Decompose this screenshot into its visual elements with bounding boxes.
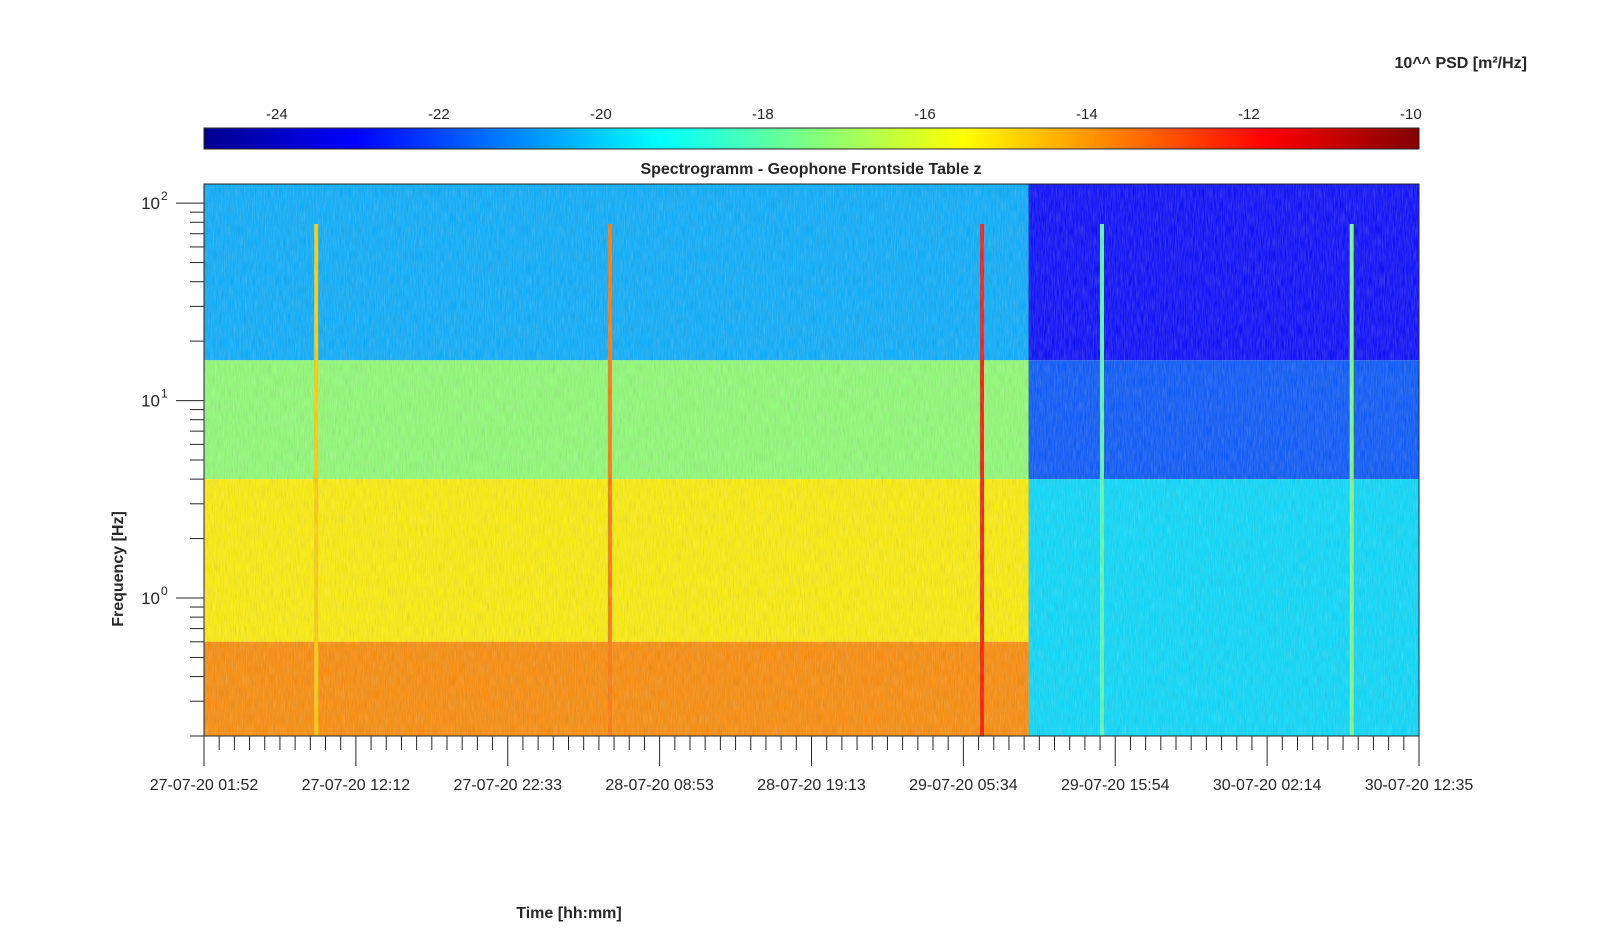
chart-title: Spectrogramm - Geophone Frontside Table … <box>640 161 981 178</box>
x-tick-label: 30-07-20 02:14 <box>1213 777 1322 794</box>
colorbar-ticks: -24 -22 -20 -18 -16 -14 -12 -10 <box>266 106 1422 133</box>
y-tick-label: 10 1 <box>141 387 168 411</box>
colorbar-tick-label: -12 <box>1238 106 1260 123</box>
y-tick-label: 10 2 <box>141 189 168 213</box>
colorbar-tick-label: -10 <box>1400 106 1422 123</box>
x-axis-label: Time [hh:mm] <box>516 905 621 922</box>
y-axis-label: Frequency [Hz] <box>110 511 127 627</box>
y-tick-exponent: 1 <box>161 387 168 401</box>
y-tick-exponent: 2 <box>161 189 168 203</box>
y-tick-label: 10 0 <box>141 584 168 608</box>
colorbar-tick-label: -16 <box>914 106 936 123</box>
colorbar-scale <box>203 127 1420 150</box>
plot-area <box>203 183 1420 737</box>
plot-noise-texture <box>204 184 1419 736</box>
y-tick-base: 10 <box>141 589 160 608</box>
colorbar-label: 10^^ PSD [m²/Hz] <box>1395 55 1527 72</box>
x-tick-label: 30-07-20 12:35 <box>1365 777 1474 794</box>
colorbar-tick-label: -22 <box>428 106 450 123</box>
colorbar-tick-label: -20 <box>590 106 612 123</box>
y-tick-base: 10 <box>141 392 160 411</box>
x-tick-label: 27-07-20 22:33 <box>453 777 562 794</box>
colorbar-tick-label: -14 <box>1076 106 1098 123</box>
y-tick-exponent: 0 <box>161 584 168 598</box>
x-tick-label: 29-07-20 15:54 <box>1061 777 1170 794</box>
x-tick-label: 27-07-20 01:52 <box>150 777 259 794</box>
colorbar-tick-label: -18 <box>752 106 774 123</box>
y-tick-base: 10 <box>141 194 160 213</box>
x-tick-label: 28-07-20 08:53 <box>605 777 714 794</box>
colorbar-tick-label: -24 <box>266 106 288 123</box>
x-tick-label: 28-07-20 19:13 <box>757 777 866 794</box>
x-tick-label: 27-07-20 12:12 <box>302 777 411 794</box>
colorbar: 10^^ PSD [m²/Hz] -24 -22 -20 -18 -16 -14 -12 -1… <box>203 55 1527 150</box>
x-axis: 27-07-20 01:52 27-07-20 12:12 27-07-20 22:… <box>150 736 1474 794</box>
x-tick-label: 29-07-20 05:34 <box>909 777 1018 794</box>
